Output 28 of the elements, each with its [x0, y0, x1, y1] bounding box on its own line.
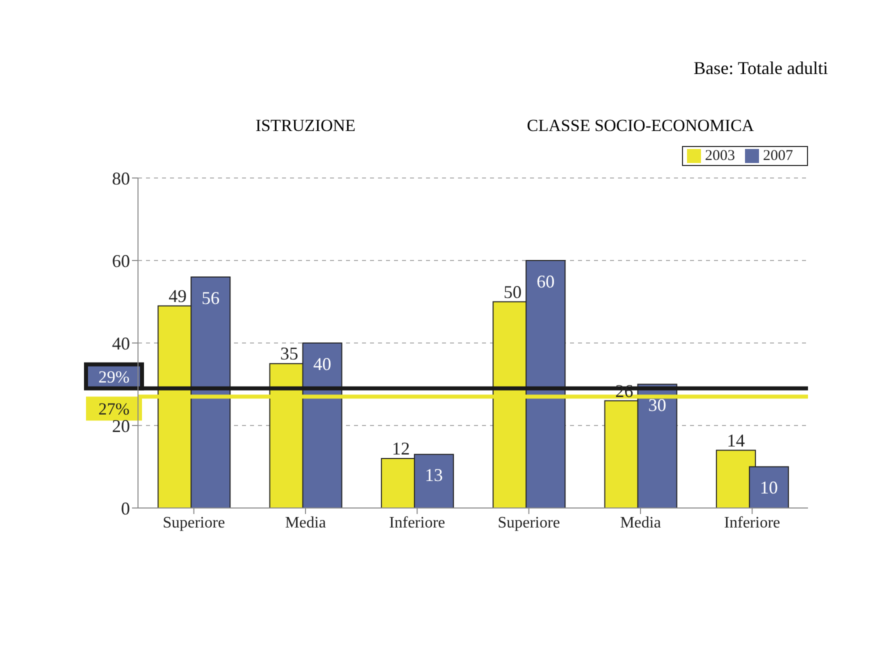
y-tick-label: 0 [121, 498, 130, 518]
y-tick-label: 40 [112, 333, 130, 354]
legend-label: 2003 [705, 148, 735, 164]
ref-line-label: 29% [98, 367, 130, 386]
x-tick-label: Media [620, 514, 661, 532]
legend-label: 2007 [763, 148, 793, 164]
data-label: 40 [313, 354, 332, 374]
x-tick-label: Media [285, 514, 326, 532]
x-tick-label: Inferiore [724, 514, 780, 532]
text: CLASSE SOCIO-ECONOMICA [526, 116, 756, 136]
data-label: 60 [536, 271, 555, 292]
data-label: 14 [726, 430, 745, 450]
text: Base: Totale adulti [694, 58, 828, 79]
data-label: 12 [392, 438, 410, 458]
data-label: 30 [648, 395, 666, 416]
text: ISTRUZIONE [254, 116, 357, 136]
data-label: 13 [424, 465, 443, 486]
x-tick-label: Superiore [498, 514, 560, 532]
x-tick-label: Inferiore [389, 514, 446, 532]
y-tick-label: 60 [112, 250, 130, 271]
data-label: 56 [202, 288, 220, 308]
data-label: 50 [504, 282, 522, 302]
data-label: 35 [280, 344, 298, 364]
data-label: 10 [760, 478, 778, 498]
x-tick-label: Superiore [162, 514, 225, 532]
y-tick-label: 80 [112, 168, 130, 188]
data-label: 26 [615, 380, 634, 401]
data-label: 49 [168, 286, 187, 306]
